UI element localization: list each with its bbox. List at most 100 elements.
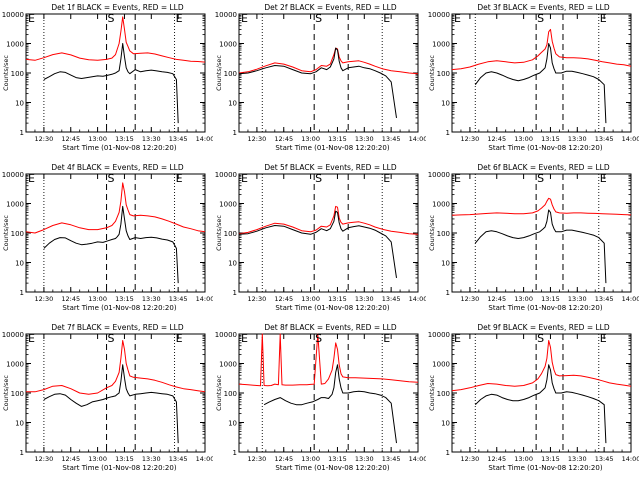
y-tick-label: 1 (233, 449, 237, 457)
y-axis-label: Counts/sec (2, 55, 10, 91)
x-tick-label: 12:30 (461, 455, 480, 463)
events-series-line (474, 364, 607, 444)
x-tick-label: 13:30 (568, 455, 587, 463)
detector-chart: 1 10 100 1000 10000 12:30 12:45 13:00 13:15 13:30… (2, 163, 213, 312)
x-tick-label: 13:00 (88, 295, 107, 303)
y-tick-label: 1 (233, 129, 237, 137)
x-tick-label: 13:30 (355, 135, 374, 143)
x-tick-label: 14:00 (622, 295, 639, 303)
y-tick-label: 100 (11, 230, 24, 238)
detector-chart: 1 10 100 1000 10000 12:30 12:45 13:00 13:15 13:30… (428, 323, 639, 472)
left-edge-marker-label: E (241, 12, 248, 25)
y-tick-label: 10000 (428, 331, 450, 339)
y-tick-label: 100 (11, 70, 24, 78)
detector-chart: 1 10 100 1000 10000 12:30 12:45 13:00 13:15 13:30… (215, 3, 426, 152)
y-tick-label: 1000 (219, 41, 237, 49)
x-tick-label: 12:30 (248, 295, 267, 303)
x-axis-label: Start Time (01-Nov-08 12:20:20) (275, 304, 389, 312)
detector-chart: 1 10 100 1000 10000 12:30 12:45 13:00 13:15 13:30… (2, 323, 213, 472)
left-edge-marker-label: E (241, 332, 248, 345)
detector-panel: 1 10 100 1000 10000 12:30 12:45 13:00 13:15 13:30… (426, 0, 639, 160)
x-axis-label: Start Time (01-Nov-08 12:20:20) (488, 304, 602, 312)
x-tick-label: 13:15 (115, 135, 134, 143)
lld-series-line (25, 16, 206, 63)
lld-series-line (451, 197, 632, 216)
left-edge-marker-label: E (28, 172, 35, 185)
y-tick-label: 1000 (6, 201, 24, 209)
panel-title: Det 2f BLACK = Events, RED = LLD (264, 3, 397, 12)
start-marker-label: S (108, 172, 115, 185)
events-series-line (238, 210, 397, 278)
x-tick-label: 13:30 (142, 295, 161, 303)
y-axis-label: Counts/sec (2, 375, 10, 411)
y-tick-label: 10 (15, 260, 24, 268)
y-tick-label: 100 (437, 390, 450, 398)
y-tick-label: 10 (228, 260, 237, 268)
x-tick-label: 13:45 (382, 455, 401, 463)
x-axis-label: Start Time (01-Nov-08 12:20:20) (275, 144, 389, 152)
x-tick-label: 12:45 (61, 455, 80, 463)
y-tick-label: 100 (224, 230, 237, 238)
detector-panel: 1 10 100 1000 10000 12:30 12:45 13:00 13:15 13:30… (0, 320, 213, 480)
y-axis-label: Counts/sec (428, 375, 436, 411)
panel-title: Det 9f BLACK = Events, RED = LLD (477, 323, 610, 332)
detector-panel: 1 10 100 1000 10000 12:30 12:45 13:00 13:15 13:30… (0, 0, 213, 160)
y-axis-label: Counts/sec (428, 55, 436, 91)
x-tick-label: 13:15 (115, 455, 134, 463)
x-axis-label: Start Time (01-Nov-08 12:20:20) (62, 304, 176, 312)
left-edge-marker-label: E (454, 172, 461, 185)
x-tick-label: 13:15 (541, 455, 560, 463)
y-tick-label: 10 (15, 420, 24, 428)
plot-frame (451, 13, 632, 133)
x-axis-label: Start Time (01-Nov-08 12:20:20) (62, 144, 176, 152)
lld-series-line (451, 28, 632, 71)
detector-panel: 1 10 100 1000 10000 12:30 12:45 13:00 13:15 13:30… (213, 320, 426, 480)
events-series-line (238, 47, 397, 118)
x-tick-label: 13:15 (328, 455, 347, 463)
left-edge-marker-label: E (28, 332, 35, 345)
end-marker-label: E (600, 12, 607, 25)
x-tick-label: 12:30 (35, 455, 54, 463)
x-tick-label: 12:45 (274, 135, 293, 143)
panel-title: Det 6f BLACK = Events, RED = LLD (477, 163, 610, 172)
panel-title: Det 3f BLACK = Events, RED = LLD (477, 3, 610, 12)
y-tick-label: 10000 (428, 11, 450, 19)
lld-series-line (451, 340, 632, 392)
y-axis-label: Counts/sec (215, 375, 223, 411)
end-marker-label: E (176, 172, 183, 185)
end-marker-label: E (600, 332, 607, 345)
y-tick-label: 10000 (2, 171, 24, 179)
x-tick-label: 14:00 (196, 295, 213, 303)
x-tick-label: 13:45 (382, 135, 401, 143)
x-tick-label: 13:15 (541, 135, 560, 143)
x-tick-label: 13:15 (115, 295, 134, 303)
panel-title: Det 8f BLACK = Events, RED = LLD (264, 323, 397, 332)
y-axis-label: Counts/sec (215, 55, 223, 91)
panel-title: Det 7f BLACK = Events, RED = LLD (51, 323, 184, 332)
detector-panel: 1 10 100 1000 10000 12:30 12:45 13:00 13:15 13:30… (426, 320, 639, 480)
start-marker-label: S (537, 332, 544, 345)
y-tick-label: 1000 (432, 361, 450, 369)
y-tick-label: 100 (437, 70, 450, 78)
x-tick-label: 13:30 (142, 455, 161, 463)
end-marker-label: E (383, 12, 390, 25)
start-marker-label: S (537, 12, 544, 25)
x-tick-label: 14:00 (196, 135, 213, 143)
detector-chart: 1 10 100 1000 10000 12:30 12:45 13:00 13:15 13:30… (215, 323, 426, 472)
y-tick-label: 10 (441, 100, 450, 108)
y-tick-label: 1 (20, 289, 24, 297)
panel-title: Det 5f BLACK = Events, RED = LLD (264, 163, 397, 172)
y-axis-label: Counts/sec (428, 215, 436, 251)
plot-frame (238, 173, 419, 293)
x-axis-label: Start Time (01-Nov-08 12:20:20) (488, 144, 602, 152)
lld-series-line (238, 205, 419, 235)
x-tick-label: 12:30 (35, 295, 54, 303)
x-tick-label: 13:00 (514, 295, 533, 303)
plot-frame (238, 13, 419, 133)
y-tick-label: 100 (437, 230, 450, 238)
plot-frame (238, 333, 419, 453)
start-marker-label: S (315, 172, 322, 185)
y-axis-label: Counts/sec (2, 215, 10, 251)
x-tick-label: 13:00 (301, 135, 320, 143)
